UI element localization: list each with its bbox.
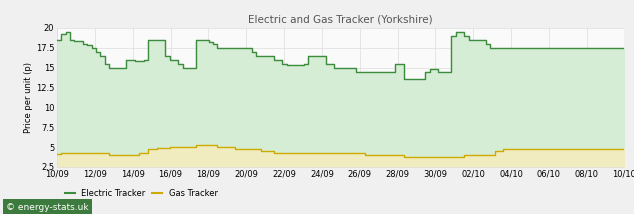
Text: © energy-stats.uk: © energy-stats.uk <box>6 203 89 212</box>
Legend: Electric Tracker, Gas Tracker: Electric Tracker, Gas Tracker <box>61 186 221 201</box>
Title: Electric and Gas Tracker (Yorkshire): Electric and Gas Tracker (Yorkshire) <box>249 14 433 24</box>
Y-axis label: Price per unit (p): Price per unit (p) <box>24 62 33 133</box>
